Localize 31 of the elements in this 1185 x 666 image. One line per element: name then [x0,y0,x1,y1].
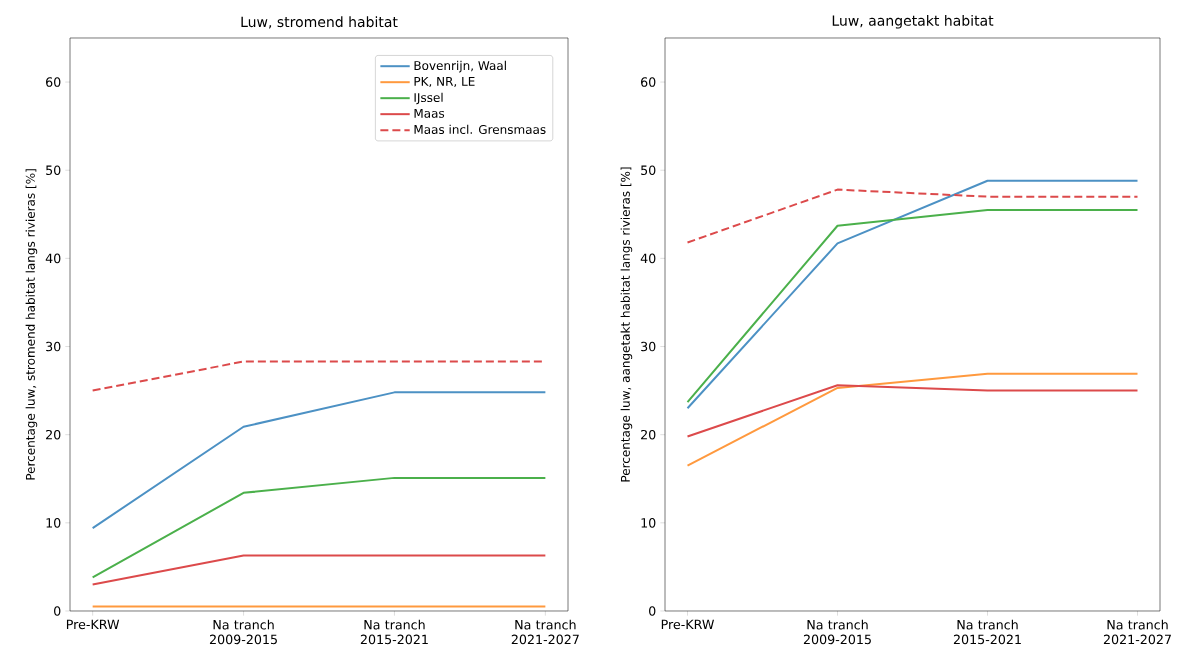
y-tick-label: 30 [641,341,656,352]
x-tick-label: Na tranch 2009-2015 [803,619,871,645]
y-tick-label: 60 [46,77,61,87]
x-tick-label: Pre-KRW [661,619,714,630]
x-tick-label: Na tranch 2009-2015 [209,619,277,645]
y-tick-label: 50 [641,165,656,176]
y-tick-label: 30 [46,341,61,352]
x-tick-label: Pre-KRW [66,619,120,630]
y-tick-label: 10 [46,518,61,528]
y-tick-label: 20 [46,429,61,440]
x-tick-label: Na tranch 2021-2027 [1103,619,1171,645]
legend-label: Maas incl. Grensmaas [414,124,546,135]
y-tick-label: 50 [46,165,61,176]
y-axis-title: Percentage luw, aangetakt habitat langs rivieras [%] [620,167,633,482]
y-tick-label: 60 [641,77,656,87]
legend-label: PK, NR, LE [414,76,475,88]
legend-label: Maas [414,108,445,118]
x-tick-label: Na tranch 2015-2021 [360,619,428,645]
legend-label: IJssel [414,92,443,105]
y-tick-label: 40 [640,253,656,264]
y-tick-label: 10 [641,518,656,528]
chart-title: Luw, aangetakt habitat [832,15,994,29]
chart-title: Luw, stromend habitat [241,16,398,29]
x-tick-label: Na tranch 2015-2021 [953,619,1021,645]
x-tick-label: Na tranch 2021-2027 [511,619,579,645]
y-tick-label: 20 [641,429,656,440]
y-tick-label: 0 [54,606,61,616]
y-tick-label: 0 [649,606,656,616]
y-tick-label: 40 [45,253,61,264]
y-axis-title: Percentage luw, stromend habitat langs rivieras [%] [25,169,38,480]
legend-label: Bovenrijn, Waal [414,60,506,73]
